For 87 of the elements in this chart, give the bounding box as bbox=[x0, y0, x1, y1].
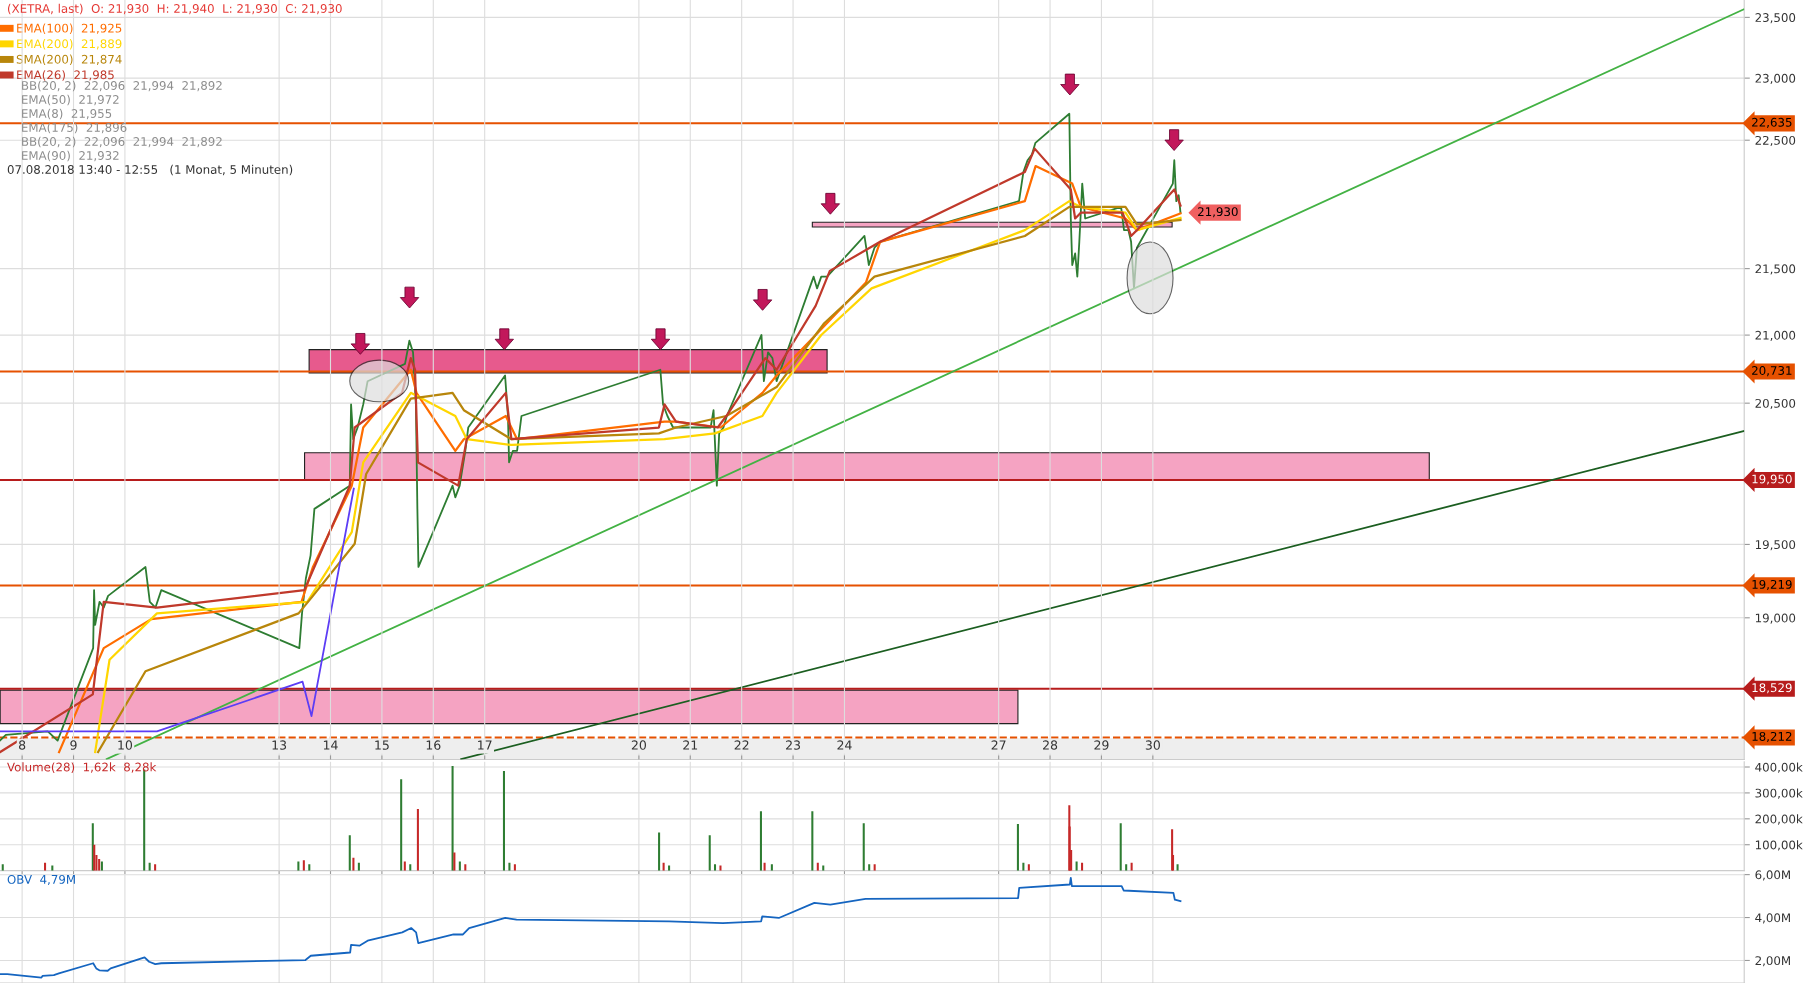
y-tick-label: 100,00k bbox=[1755, 840, 1803, 851]
ref-line-label: 22,635 bbox=[1752, 117, 1792, 128]
ref-line-label: 20,731 bbox=[1752, 366, 1792, 377]
bar bbox=[502, 770, 505, 871]
y-tick-label: 21,000 bbox=[1755, 330, 1796, 341]
bar bbox=[811, 811, 814, 871]
y-tick-label: 19,500 bbox=[1755, 540, 1796, 551]
y-tick-label: 23,500 bbox=[1755, 13, 1796, 24]
y-tick-label: 20,500 bbox=[1755, 398, 1796, 410]
bar bbox=[759, 811, 762, 871]
bar bbox=[708, 835, 711, 871]
bar bbox=[416, 808, 419, 871]
bar bbox=[719, 865, 722, 871]
bar bbox=[713, 864, 717, 871]
y-tick-label: 4,00M bbox=[1755, 913, 1790, 924]
y-tick-label: 6,00M bbox=[1755, 870, 1790, 881]
x-tick-label: 9 bbox=[70, 740, 77, 750]
y-tick-label: 23,000 bbox=[1755, 73, 1796, 84]
bar bbox=[453, 852, 456, 871]
bar bbox=[464, 864, 467, 871]
x-tick-label: 14 bbox=[323, 740, 338, 750]
x-tick-label: 27 bbox=[991, 740, 1006, 750]
bar bbox=[668, 865, 671, 871]
bar bbox=[409, 864, 412, 871]
ref-line-label: 18,529 bbox=[1752, 683, 1792, 694]
annotation: BB(20, 2) 22,096 21,994 21,892 bbox=[22, 136, 222, 148]
legend-label: EMA(100) 21,925 bbox=[17, 23, 122, 35]
annotation: EMA(50) 21,972 bbox=[22, 94, 119, 106]
data-label: 21,930 bbox=[1198, 207, 1238, 218]
y-tick-label: 300,00k bbox=[1755, 788, 1803, 799]
x-tick-label: 30 bbox=[1145, 740, 1160, 750]
bar bbox=[658, 832, 661, 871]
bar bbox=[1176, 864, 1179, 871]
x-tick-label: 13 bbox=[272, 740, 287, 750]
ref-line-label: 18,212 bbox=[1752, 731, 1792, 743]
legend-label: EMA(26) 21,985 bbox=[17, 70, 114, 81]
annotation: EMA(175) 21,896 bbox=[22, 122, 127, 134]
annotation: EMA(8) 21,955 bbox=[22, 108, 112, 120]
x-tick-label: 21 bbox=[683, 740, 698, 750]
bar bbox=[862, 823, 865, 871]
bar bbox=[1119, 823, 1122, 871]
annotation: EMA(90) 21,932 bbox=[22, 150, 119, 162]
y-tick-label: 22,500 bbox=[1755, 135, 1796, 147]
y-tick-label: 19,000 bbox=[1755, 613, 1796, 624]
bar bbox=[1125, 864, 1128, 871]
bar bbox=[400, 779, 403, 871]
legend-label: SMA(200) 21,874 bbox=[16, 54, 122, 66]
x-tick-label: 16 bbox=[426, 740, 441, 750]
bar bbox=[348, 835, 351, 871]
chart-title: OBV 4,79M bbox=[7, 874, 75, 886]
bar bbox=[868, 864, 871, 871]
bar bbox=[1, 864, 4, 871]
bar bbox=[93, 844, 96, 871]
bar bbox=[302, 860, 305, 871]
bar bbox=[1016, 824, 1019, 871]
bar bbox=[822, 865, 825, 871]
line-series bbox=[0, 876, 1182, 979]
x-tick-label: 8 bbox=[19, 740, 26, 750]
line-series bbox=[0, 487, 355, 733]
y-tick-label: 400,00k bbox=[1755, 762, 1803, 773]
x-tick-label: 17 bbox=[478, 740, 492, 750]
ref-line-label: 19,219 bbox=[1752, 579, 1792, 591]
y-tick-label: 2,00M bbox=[1755, 956, 1790, 967]
x-tick-label: 15 bbox=[375, 740, 389, 750]
x-tick-label: 23 bbox=[786, 740, 801, 750]
bar bbox=[770, 864, 773, 871]
ref-line-label: 19,950 bbox=[1752, 474, 1792, 485]
annotation: BB(20, 2) 22,096 21,994 21,892 bbox=[22, 80, 222, 92]
text: 07.08.2018 13:40 - 12:55 (1 Monat, 5 Minuten) bbox=[7, 164, 293, 176]
x-tick-label: 28 bbox=[1043, 740, 1058, 750]
x-tick-label: 24 bbox=[837, 740, 852, 750]
x-tick-label: 22 bbox=[734, 740, 749, 750]
bar bbox=[513, 864, 516, 871]
bar bbox=[308, 864, 311, 871]
legend-label: EMA(200) 21,889 bbox=[17, 39, 122, 50]
bar bbox=[51, 865, 54, 871]
chart-title: (XETRA, last) O: 21,930 H: 21,940 L: 21,930 C: 21,930 bbox=[7, 3, 342, 15]
x-tick-label: 10 bbox=[118, 740, 133, 750]
bar bbox=[1027, 864, 1030, 871]
y-tick-label: 200,00k bbox=[1755, 814, 1803, 825]
chart-title: Volume(28) 1,62k 8,28k bbox=[7, 762, 157, 773]
bar bbox=[873, 864, 876, 871]
bar bbox=[154, 864, 157, 871]
bar bbox=[1068, 805, 1071, 871]
x-tick-label: 20 bbox=[631, 740, 646, 750]
y-tick-label: 21,500 bbox=[1755, 264, 1796, 275]
x-tick-label: 29 bbox=[1094, 740, 1109, 750]
